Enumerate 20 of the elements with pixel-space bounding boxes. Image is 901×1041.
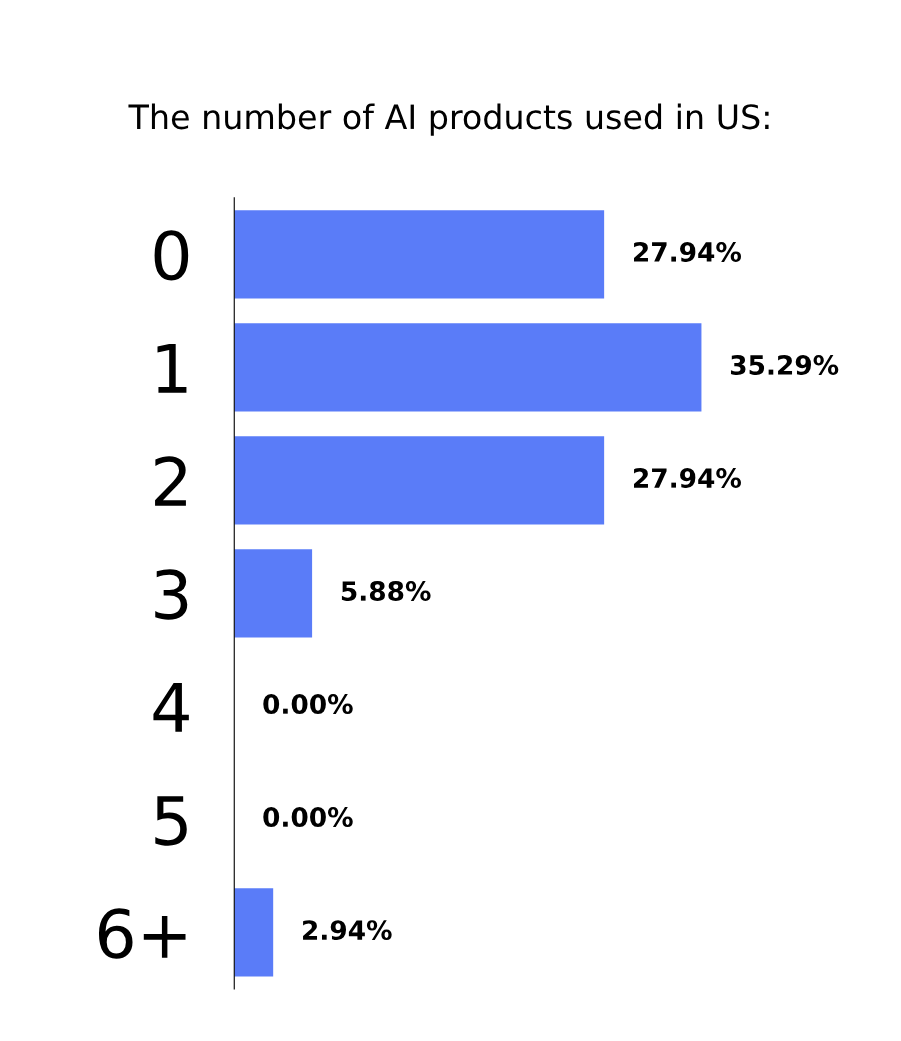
y-tick-label: 5 bbox=[155, 796, 187, 846]
y-tick-label: 6+ bbox=[98, 908, 186, 959]
data-label: 0.00% bbox=[263, 694, 353, 715]
y-tick-label: 2 bbox=[155, 456, 186, 506]
chart-title: The number of AI products used in US: bbox=[128, 103, 769, 136]
data-label: 5.88% bbox=[341, 581, 431, 602]
bar bbox=[234, 323, 702, 412]
bar bbox=[234, 210, 605, 299]
data-label: 27.94% bbox=[634, 468, 741, 488]
bar bbox=[234, 888, 274, 977]
data-label: 27.94% bbox=[634, 242, 741, 262]
y-tick-label: 1 bbox=[157, 344, 187, 393]
bar bbox=[234, 436, 605, 525]
data-label: 0.00% bbox=[263, 807, 353, 828]
y-tick-label: 3 bbox=[155, 569, 188, 620]
y-tick-label: 4 bbox=[153, 683, 189, 732]
data-label: 35.29% bbox=[730, 355, 839, 375]
data-label: 2.94% bbox=[303, 920, 392, 941]
bar bbox=[234, 549, 313, 638]
y-tick-label: 0 bbox=[154, 230, 189, 281]
